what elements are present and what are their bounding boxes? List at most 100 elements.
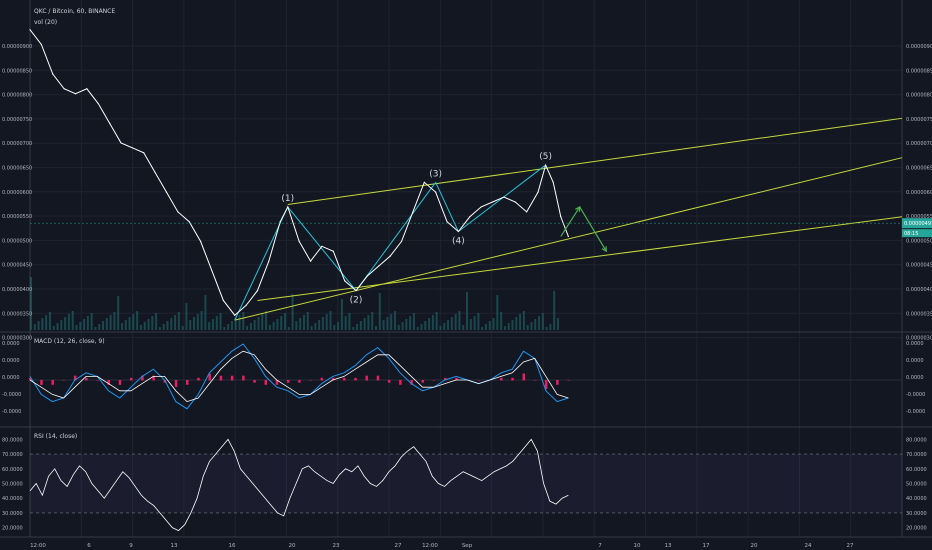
time-axis-tick: 17 (703, 543, 710, 549)
volume-bar (249, 323, 252, 330)
price-axis-tick-left: 0.00000900 (2, 44, 32, 50)
time-axis-tick: Sep (462, 543, 473, 549)
price-point (400, 240, 403, 242)
price-series[interactable] (29, 29, 569, 316)
macd-histogram-bar (253, 380, 256, 383)
macd-pane[interactable] (29, 343, 902, 410)
macd-histogram-bar (141, 375, 144, 381)
macd-axis-tick: 0.0000 (906, 341, 924, 347)
price-point (120, 142, 122, 144)
price-axis-tick: 0.00000500 (906, 238, 932, 244)
macd-histogram-bar (443, 377, 447, 381)
price-axis-tick: 0.00000850 (906, 68, 932, 74)
volume-bar (155, 313, 158, 330)
wave-label: (3) (429, 169, 442, 179)
volume-bar (496, 295, 499, 330)
macd-histogram-bar (365, 375, 368, 381)
volume-bar (162, 324, 165, 330)
macd-axis-tick-left: -0.0000 (2, 392, 21, 398)
volume-bar (33, 324, 36, 330)
volume-bar (265, 311, 268, 330)
forecast-arrows[interactable] (560, 205, 607, 253)
price-point (526, 211, 528, 213)
volume-bar (41, 318, 44, 330)
macd-histogram-bar (432, 380, 436, 381)
volume-bar (519, 314, 522, 330)
price-point (268, 260, 270, 262)
volume-bar (280, 316, 283, 330)
volume-bar (181, 326, 184, 330)
macd-histogram-bar (152, 375, 155, 381)
macd-histogram-bar (264, 380, 268, 385)
volume-bar (431, 315, 434, 330)
price-point (211, 270, 213, 272)
volume-bar (484, 324, 487, 330)
rsi-line (29, 438, 569, 532)
volume-bar (545, 327, 548, 330)
wave-label: (2) (350, 296, 363, 306)
volume-bar (83, 319, 86, 330)
price-point (378, 265, 380, 267)
price-line (29, 29, 569, 316)
volume-bar (522, 311, 525, 330)
wave-labels: (1) (2) (3) (4) (5) (281, 152, 552, 306)
volume-bar (526, 325, 529, 330)
volume-bar (174, 315, 177, 330)
price-axis-tick-left: 0.00000350 (2, 311, 32, 317)
volume-bar (79, 322, 82, 330)
volume-bar (424, 321, 427, 330)
macd-histogram-bar (197, 377, 200, 381)
price-point (29, 29, 31, 31)
wave-label: (1) (281, 194, 294, 204)
macd-histogram-bar (85, 377, 88, 381)
volume-bar (276, 319, 279, 330)
rsi-axis-tick-left: 30.0000 (2, 511, 23, 517)
time-axis-tick: 16 (229, 543, 236, 549)
price-point (321, 245, 323, 247)
volume-bar (367, 315, 370, 330)
volume-bar (227, 324, 230, 330)
macd-axis-tick-left: 0.0000 (2, 375, 20, 381)
macd-histogram-bar (73, 375, 77, 381)
price-point (491, 201, 494, 203)
volume-bar (166, 321, 169, 330)
trend-lines[interactable] (234, 117, 903, 321)
volume-bar (204, 295, 207, 330)
volume-bar (238, 315, 241, 330)
price-point (279, 221, 281, 223)
volume-bar (325, 314, 328, 330)
volume-bar (314, 323, 317, 330)
volume-bar (105, 318, 108, 330)
volume-bar (246, 326, 249, 330)
price-axis-tick-left: 0.00000550 (2, 214, 32, 220)
price-point (567, 235, 569, 238)
macd-axis-tick: 0.0000 (906, 358, 924, 364)
time-axis-tick: 7 (598, 543, 602, 549)
volume-bar (344, 316, 347, 330)
volume-bar (511, 320, 514, 330)
volume-bar (469, 319, 472, 330)
volume-bar (64, 317, 67, 330)
volume-bar (230, 321, 233, 330)
grid-lines (0, 0, 932, 538)
volume-bar (211, 319, 214, 330)
price-point (245, 304, 247, 306)
volume-bar (390, 314, 393, 330)
volume-bar (416, 327, 419, 330)
price-point (298, 240, 300, 242)
volume-bar (428, 318, 431, 330)
price-point (97, 102, 99, 105)
price-point (412, 211, 414, 213)
rsi-pane[interactable] (29, 438, 902, 532)
time-axis-tick: 12:00 (422, 543, 438, 549)
volume-bar (477, 313, 480, 330)
rsi-axis-tick: 80.0000 (906, 437, 927, 443)
volume-bar (318, 320, 321, 330)
volume-bar (139, 325, 142, 330)
volume-bar (219, 313, 222, 330)
price-point (469, 216, 471, 218)
macd-histogram-bar (500, 377, 503, 381)
volume-bar (257, 317, 260, 330)
volume-bar (541, 313, 544, 330)
